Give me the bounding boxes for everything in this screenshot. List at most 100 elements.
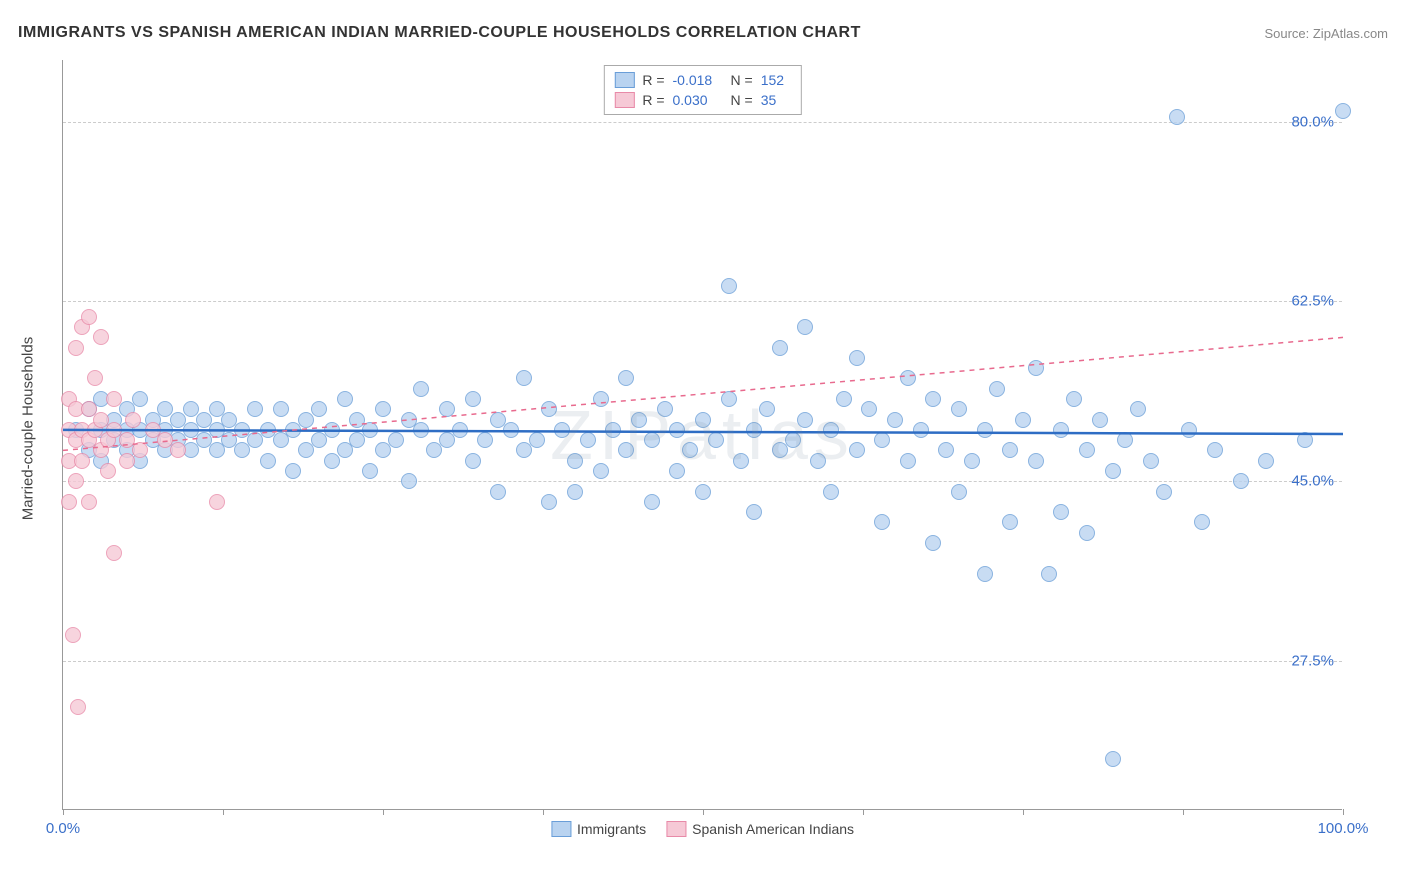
data-point <box>106 545 122 561</box>
data-point <box>477 432 493 448</box>
data-point <box>797 319 813 335</box>
data-point <box>874 514 890 530</box>
data-point <box>541 494 557 510</box>
data-point <box>951 484 967 500</box>
data-point <box>593 391 609 407</box>
data-point <box>337 391 353 407</box>
data-point <box>170 442 186 458</box>
data-point <box>1053 504 1069 520</box>
data-point <box>618 370 634 386</box>
data-point <box>567 453 583 469</box>
data-point <box>413 381 429 397</box>
data-point <box>1194 514 1210 530</box>
data-point <box>1181 422 1197 438</box>
data-point <box>1041 566 1057 582</box>
data-point <box>1028 360 1044 376</box>
data-point <box>362 463 378 479</box>
chart-title: IMMIGRANTS VS SPANISH AMERICAN INDIAN MA… <box>18 24 861 42</box>
legend-stats-row: R =0.030N =35 <box>614 90 790 110</box>
data-point <box>65 627 81 643</box>
n-value: 35 <box>761 92 791 108</box>
data-point <box>87 370 103 386</box>
data-point <box>644 432 660 448</box>
r-value: 0.030 <box>673 92 723 108</box>
data-point <box>452 422 468 438</box>
data-point <box>285 463 301 479</box>
data-point <box>810 453 826 469</box>
data-point <box>695 484 711 500</box>
legend-series: Immigrants Spanish American Indians <box>551 821 854 837</box>
data-point <box>401 473 417 489</box>
data-point <box>669 422 685 438</box>
legend-label: Spanish American Indians <box>692 821 854 837</box>
data-point <box>132 442 148 458</box>
data-point <box>554 422 570 438</box>
data-point <box>874 432 890 448</box>
data-point <box>125 412 141 428</box>
data-point <box>1335 103 1351 119</box>
y-tick-label: 80.0% <box>1291 113 1334 130</box>
x-tick <box>1023 809 1024 815</box>
data-point <box>605 422 621 438</box>
x-tick-label: 0.0% <box>46 820 80 837</box>
data-point <box>81 309 97 325</box>
legend-stats: R =-0.018N =152R =0.030N =35 <box>603 65 801 115</box>
data-point <box>644 494 660 510</box>
data-point <box>1105 463 1121 479</box>
data-point <box>785 432 801 448</box>
y-tick-label: 27.5% <box>1291 653 1334 670</box>
data-point <box>81 494 97 510</box>
x-tick <box>1343 809 1344 815</box>
data-point <box>490 484 506 500</box>
n-label: N = <box>731 92 753 108</box>
data-point <box>1297 432 1313 448</box>
data-point <box>247 401 263 417</box>
data-point <box>849 442 865 458</box>
data-point <box>951 401 967 417</box>
legend-swatch <box>551 821 571 837</box>
data-point <box>964 453 980 469</box>
gridline <box>63 661 1342 662</box>
data-point <box>1143 453 1159 469</box>
x-tick-label: 100.0% <box>1318 820 1369 837</box>
data-point <box>1002 442 1018 458</box>
gridline <box>63 481 1342 482</box>
data-point <box>100 463 116 479</box>
data-point <box>1156 484 1172 500</box>
data-point <box>273 401 289 417</box>
data-point <box>388 432 404 448</box>
data-point <box>61 494 77 510</box>
data-point <box>900 453 916 469</box>
data-point <box>1117 432 1133 448</box>
data-point <box>1079 525 1095 541</box>
data-point <box>68 473 84 489</box>
data-point <box>925 535 941 551</box>
legend-item: Immigrants <box>551 821 646 837</box>
data-point <box>682 442 698 458</box>
data-point <box>823 422 839 438</box>
data-point <box>631 412 647 428</box>
data-point <box>657 401 673 417</box>
data-point <box>1092 412 1108 428</box>
y-tick-label: 62.5% <box>1291 293 1334 310</box>
legend-item: Spanish American Indians <box>666 821 854 837</box>
data-point <box>439 401 455 417</box>
y-tick-label: 45.0% <box>1291 473 1334 490</box>
x-tick <box>223 809 224 815</box>
x-tick <box>1183 809 1184 815</box>
r-label: R = <box>642 72 664 88</box>
y-axis-label: Married-couple Households <box>20 337 37 520</box>
data-point <box>913 422 929 438</box>
data-point <box>516 370 532 386</box>
data-point <box>1066 391 1082 407</box>
r-value: -0.018 <box>673 72 723 88</box>
data-point <box>849 350 865 366</box>
legend-label: Immigrants <box>577 821 646 837</box>
data-point <box>823 484 839 500</box>
legend-swatch <box>666 821 686 837</box>
data-point <box>93 329 109 345</box>
n-value: 152 <box>761 72 791 88</box>
scatter-plot: ZIPatlas R =-0.018N =152R =0.030N =35 27… <box>62 60 1342 810</box>
data-point <box>132 391 148 407</box>
data-point <box>708 432 724 448</box>
